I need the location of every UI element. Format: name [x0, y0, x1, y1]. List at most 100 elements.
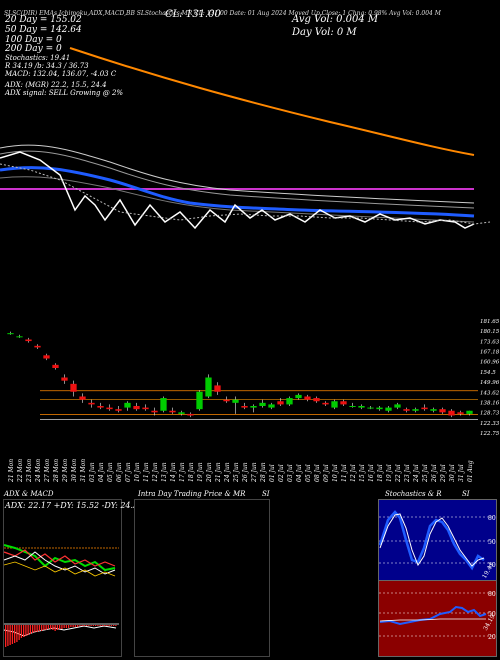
date-axis-label: 30 Jul [448, 464, 456, 482]
price-axis-label: 128.73 [480, 411, 500, 417]
day-vol-label: Day Vol: 0 M [292, 27, 357, 38]
candle-body [196, 391, 203, 410]
adx-values: ADX: 22.17 +DY: 15.52 -DY: 24.36 [5, 501, 144, 510]
candle-body [88, 402, 95, 405]
ma20-label: 20 Day = 155.02 [5, 15, 82, 25]
date-axis-label: 02 Jul [277, 464, 285, 482]
candle-body [358, 406, 365, 408]
price-axis-label: 180.15 [480, 329, 500, 335]
ma200-label: 200 Day = 0 [5, 44, 62, 54]
date-axis-label: 27 Mon [43, 458, 51, 482]
ema-orange-line [69, 47, 475, 156]
date-axis-label: 05 Jun [106, 462, 114, 482]
candle-body [250, 406, 257, 408]
stoch-title: Stochastics & R [385, 490, 442, 498]
date-axis-label: 23 Jul [403, 464, 411, 482]
candle-body [205, 377, 212, 397]
cl-label: CL: 131.00 [165, 9, 221, 20]
date-axis-label: 25 Jul [421, 464, 429, 482]
ema-chart [0, 47, 491, 230]
price-dotted-line [0, 163, 491, 225]
date-axis-label: 29 Mon [61, 458, 69, 482]
adx-label: ADX: (MGR) 22.2, 15.5, 24.4 [5, 81, 107, 89]
date-axis-label: 16 Jul [367, 464, 375, 482]
candle-body [385, 407, 392, 411]
candle-body [61, 377, 68, 381]
candle-body [169, 410, 176, 413]
price-axis-label: 167.18 [480, 350, 500, 356]
candle-body [178, 412, 185, 414]
stochastics-panel [378, 499, 497, 581]
candle-body [223, 399, 230, 402]
intraday-panel [134, 499, 270, 657]
price-axis-label: 122.75 [480, 431, 500, 437]
candle-body [268, 404, 275, 408]
date-axis-label: 21 Jun [214, 462, 222, 482]
candle-body [259, 402, 266, 406]
rsi-panel [378, 580, 497, 657]
candle-body [376, 407, 383, 410]
intraday-si: SI [262, 490, 270, 498]
candle-body [115, 409, 122, 411]
candle-body [241, 406, 248, 408]
date-axis-label: 18 Jun [187, 462, 195, 482]
date-axis-label: 26 Jun [241, 462, 249, 482]
candle-body [79, 396, 86, 400]
date-axis-label: 22 Jul [394, 464, 402, 482]
candle-body [340, 401, 347, 405]
date-axis-label: 19 Jul [385, 464, 393, 482]
date-axis-label: 20 Jun [205, 462, 213, 482]
date-axis-label: 04 Jul [295, 464, 303, 482]
date-axis-label: 03 Jun [88, 462, 96, 482]
price-axis-label: 138.16 [480, 400, 500, 406]
stoch-tick-80: 80 [488, 515, 496, 522]
candle-body [16, 336, 23, 338]
adx-signal-label: ADX signal: SELL Growing @ 2% [5, 89, 124, 97]
header-top-line: SLSC(DIR) EMAs,Ichimoku,ADX,MACD,BB SLSt… [4, 10, 441, 17]
ma100-label: 100 Day = 0 [5, 35, 62, 45]
date-axis-label: 12 Jun [151, 462, 159, 482]
price-axis-label: 143.62 [480, 390, 500, 396]
price-axis-label: 122.33 [480, 421, 500, 427]
candle-body [52, 364, 59, 368]
candle-body [277, 401, 284, 405]
candle-body [151, 410, 158, 413]
ma50-label: 50 Day = 142.64 [5, 25, 82, 35]
candle-body [187, 413, 194, 416]
date-axis-label: 01 Aug [466, 460, 474, 482]
date-axis-label: 24 Jun [223, 462, 231, 482]
date-axis-label: 28 Mon [52, 458, 60, 482]
date-axis-label: 24 Jul [412, 464, 420, 482]
macd-label: MACD: 132.04, 136.07, -4.03 C [5, 70, 117, 78]
intraday-title: Intra Day Trading Price & MR [138, 490, 246, 498]
date-axis-label: 09 Jul [322, 464, 330, 482]
candle-body [349, 406, 356, 407]
date-axis: 21 Mon 22 Mon 23 Mon 24 Mon 27 Mon 28 Mon 29 M… [0, 436, 500, 486]
candle-body [403, 409, 410, 411]
price-line [0, 151, 475, 230]
date-axis-label: 06 Jun [115, 462, 123, 482]
date-axis-label: 26 Jul [430, 464, 438, 482]
avg-vol-label: Avg Vol: 0.004 M [292, 14, 379, 25]
date-axis-label: 12 Jul [349, 464, 357, 482]
date-axis-label: 01 Jul [268, 464, 276, 482]
date-axis-label: 04 Jun [97, 462, 105, 482]
bb-upper-line [0, 144, 475, 204]
date-axis-label: 28 Jun [259, 462, 267, 482]
date-axis-label: 13 Jun [160, 462, 168, 482]
bb-lower-line [0, 176, 475, 223]
date-axis-label: 14 Jun [169, 462, 177, 482]
stoch-si: SI [462, 490, 470, 498]
candle-body [430, 409, 437, 411]
stoch-tick-20: 20 [488, 562, 496, 569]
candle-body [421, 407, 428, 410]
candle-body [466, 410, 473, 414]
candle-body [286, 398, 293, 405]
candle-body [313, 398, 320, 402]
price-axis-label: 154.5 [480, 370, 496, 376]
candle-body [232, 399, 239, 403]
date-axis-label: 15 Jul [358, 464, 366, 482]
price-axis-label: 181.65 [480, 319, 500, 325]
date-axis-label: 23 Mon [25, 458, 33, 482]
date-axis-label: 22 Mon [16, 458, 24, 482]
